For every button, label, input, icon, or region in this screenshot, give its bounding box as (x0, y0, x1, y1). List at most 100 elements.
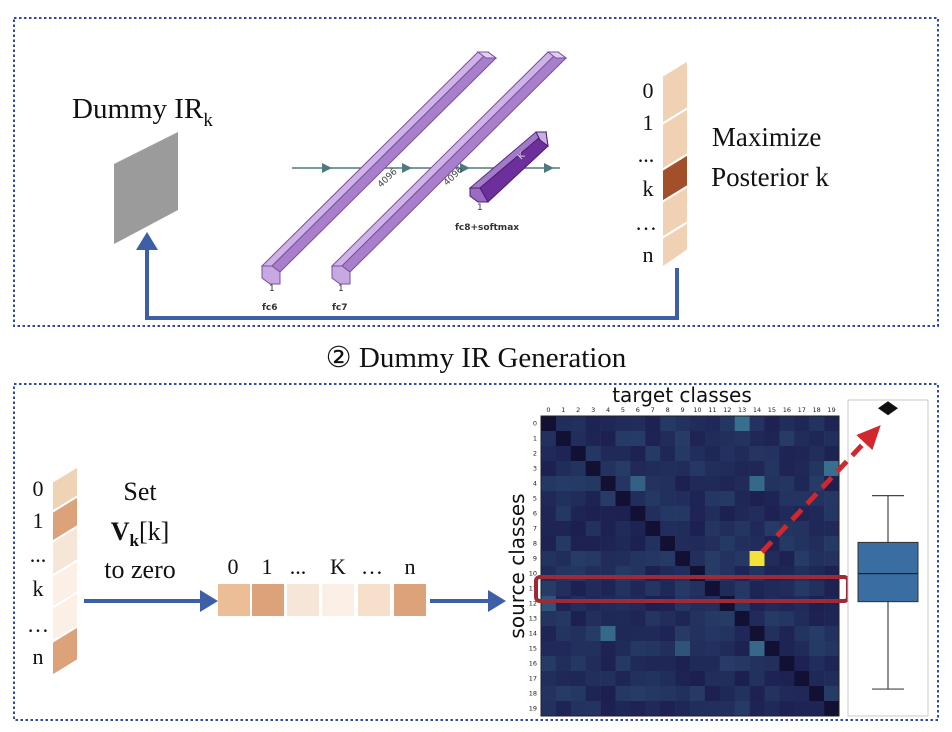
heatmap-cell (645, 431, 661, 447)
heatmap-cell (824, 596, 840, 612)
heatmap-cell (645, 521, 661, 537)
heatmap-cell (824, 491, 840, 507)
heatmap-cell (749, 626, 765, 642)
heatmap-cell (600, 701, 616, 717)
fc7-label: fc7 (332, 303, 348, 313)
heatmap-cell (779, 551, 795, 567)
posterior-label-4: … (635, 210, 657, 235)
heatmap-cell (734, 596, 750, 612)
heatmap-cell (585, 476, 601, 492)
heatmap-cell (615, 701, 631, 717)
heatmap-cell (749, 596, 765, 612)
heatmap-cell (630, 536, 646, 552)
heatmap-cell (600, 446, 616, 462)
fc8-label: fc8+softmax (455, 223, 519, 233)
heatmap-cell (645, 476, 661, 492)
heatmap-cell (690, 581, 706, 597)
heatmap-cell (690, 461, 706, 477)
heatmap-y-tick: 1 (533, 435, 537, 443)
heatmap-cell (824, 551, 840, 567)
zeroed-label-2: ... (290, 554, 307, 579)
heatmap-cell (675, 431, 691, 447)
heatmap-cell (734, 656, 750, 672)
heatmap-cell (570, 416, 586, 432)
heatmap-cell (794, 641, 810, 657)
heatmap-cell (690, 431, 706, 447)
heatmap-cell (645, 416, 661, 432)
heatmap-cell (749, 461, 765, 477)
heatmap-x-tick: 14 (753, 406, 761, 414)
heatmap-cell (555, 596, 572, 612)
heatmap-cell (645, 641, 661, 657)
heatmap-cell (734, 491, 750, 507)
heatmap-cell (749, 581, 765, 597)
heatmap-cell (630, 671, 646, 687)
posterior-vector-labels: 0 1 ... k … n (635, 78, 657, 267)
heatmap-cell (570, 611, 586, 627)
heatmap-cell (645, 551, 661, 567)
heatmap-cell (555, 641, 572, 657)
heatmap-cell (704, 461, 721, 477)
heatmap-cell (794, 566, 810, 582)
heatmap-cell (555, 521, 572, 537)
heatmap-cell (749, 701, 765, 717)
heatmap-cell (630, 521, 646, 537)
heatmap-cell (660, 551, 676, 567)
heatmap-cell (555, 611, 572, 627)
heatmap-cell (690, 566, 706, 582)
heatmap-cell (719, 626, 735, 642)
heatmap-cell (585, 611, 601, 627)
heatmap-cell (690, 416, 706, 432)
posterior-vector (661, 58, 689, 270)
heatmap-cell (600, 476, 616, 492)
heatmap-cell (749, 536, 765, 552)
heatmap-cell (749, 611, 765, 627)
heatmap-cell (704, 656, 721, 672)
heatmap-x-tick: 18 (813, 406, 821, 414)
heatmap-cell (719, 596, 735, 612)
heatmap-cell (600, 461, 616, 477)
heatmap-x-tick: 7 (651, 406, 655, 414)
zeroed-label-0: 0 (228, 554, 239, 579)
heatmap-cell (645, 656, 661, 672)
heatmap-cell (734, 671, 750, 687)
heatmap-cell (824, 611, 840, 627)
heatmap-cell (630, 476, 646, 492)
heatmap-cell (660, 626, 676, 642)
heatmap-cell (794, 416, 810, 432)
heatmap-cell (570, 596, 586, 612)
heatmap-cell (824, 686, 840, 702)
heatmap-cell (645, 536, 661, 552)
heatmap-cell (615, 626, 631, 642)
heatmap-cell (690, 551, 706, 567)
heatmap-cell (794, 551, 810, 567)
fc8-depth: 1 (477, 203, 483, 213)
heatmap-cell (555, 656, 572, 672)
posterior-label-5: n (643, 242, 654, 267)
input-label-0: 0 (33, 476, 44, 501)
heatmap-cell (719, 656, 735, 672)
heatmap-x-tick: 13 (738, 406, 746, 414)
heatmap-cell (660, 641, 676, 657)
heatmap-cell (764, 476, 780, 492)
heatmap-cell (600, 626, 616, 642)
heatmap-cell (794, 656, 810, 672)
heatmap-cell (660, 581, 676, 597)
heatmap-y-tick: 16 (529, 660, 537, 668)
heatmap-cell (734, 566, 750, 582)
heatmap-cell (690, 506, 706, 522)
heatmap-cell (645, 461, 661, 477)
heatmap-cell (809, 446, 825, 462)
heatmap-cell (615, 551, 631, 567)
heatmap-cell (704, 596, 721, 612)
heatmap-cell (570, 626, 586, 642)
heatmap-cell (630, 656, 646, 672)
heatmap-cell (749, 641, 765, 657)
heatmap-cell (749, 506, 765, 522)
heatmap-cell (690, 701, 706, 717)
heatmap-cell (809, 626, 825, 642)
heatmap-cell (794, 701, 810, 717)
input-vector (51, 464, 79, 678)
heatmap-cell (764, 656, 780, 672)
heatmap-cell (734, 611, 750, 627)
